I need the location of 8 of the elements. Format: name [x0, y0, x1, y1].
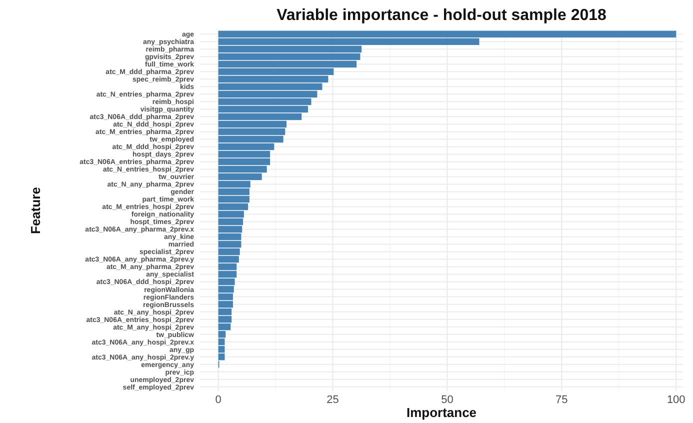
x-tick-label: 75: [556, 394, 568, 406]
x-tick-label: 50: [441, 394, 454, 406]
y-axis-title: Feature: [28, 187, 43, 234]
x-axis-title: Importance: [406, 405, 477, 420]
x-tick-label: 25: [326, 394, 339, 406]
chart-title: Variable importance - hold-out sample 2018: [276, 7, 607, 24]
x-tick-label: 100: [666, 394, 686, 406]
x-tick-label: 0: [215, 394, 222, 406]
